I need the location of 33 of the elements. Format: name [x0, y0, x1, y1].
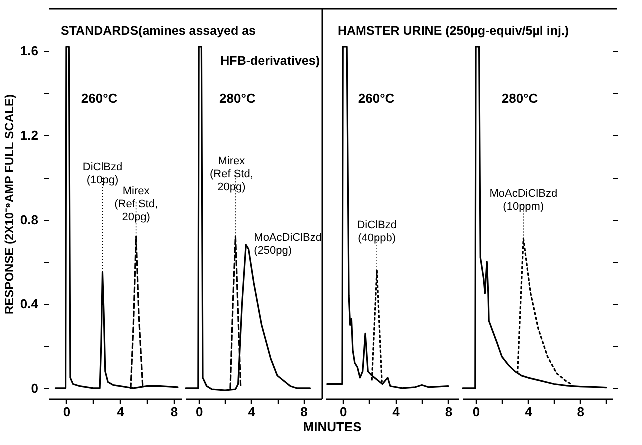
x-tick-label: 0	[63, 404, 71, 420]
y-tick-label: 1.2	[20, 128, 38, 143]
x-tick-label: 4	[117, 404, 126, 420]
y-axis-title: RESPONSE (2X10⁻⁹AMP FULL SCALE)	[2, 94, 16, 314]
text: 260°C	[358, 91, 396, 106]
x-tick-label: 8	[300, 404, 308, 420]
annotation: DiClBzd (10pg)	[82, 162, 123, 187]
annotation: Mirex (Ref Std, 20pg)	[210, 156, 254, 194]
text: STANDARDS(amines assayed as	[61, 24, 256, 38]
text: 260°C	[81, 91, 118, 106]
x-tick-label: 4	[392, 404, 401, 420]
x-tick-label: 0	[472, 404, 480, 420]
text: 280°C	[502, 91, 539, 106]
x-axis-title: MINUTES	[303, 420, 362, 434]
x-tick-label: 8	[170, 404, 178, 420]
annotation: DiClBzd (40ppb)	[357, 219, 397, 244]
annotation: MoAcDiClBzd (10ppm)	[490, 188, 558, 213]
annotation: Mirex (Ref Std, 20pg)	[114, 186, 158, 224]
x-tick-label: 4	[248, 404, 256, 420]
x-tick-label: 0	[196, 404, 204, 420]
y-tick-label: 0.8	[20, 212, 38, 228]
text: HFB-derivatives)	[220, 54, 320, 68]
x-tick-label: 4	[525, 404, 534, 420]
y-tick-label: 1.6	[20, 44, 38, 59]
text: HAMSTER URINE (250µg-equiv/5µl inj.)	[338, 24, 570, 38]
text: 280°C	[220, 91, 256, 106]
x-tick-label: 0	[340, 404, 348, 420]
x-tick-label: 8	[577, 404, 585, 420]
x-tick-label: 8	[445, 404, 453, 420]
y-tick-label: 0	[31, 380, 38, 396]
annotation: MoAcDiClBzd (250pg)	[254, 232, 322, 258]
line-series	[54, 46, 179, 390]
y-tick-label: 0.4	[20, 296, 40, 312]
